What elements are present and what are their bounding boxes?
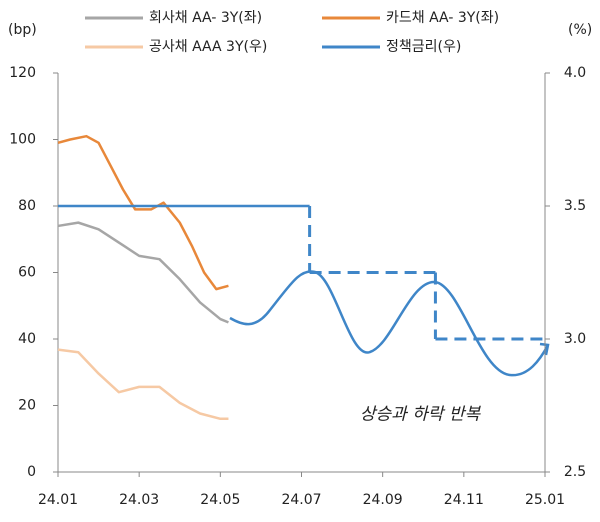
illustrative-wave	[229, 270, 550, 377]
legend-label: 카드채 AA- 3Y(좌)	[386, 10, 499, 26]
x-tick-label: 24.05	[200, 492, 240, 508]
y-tick-label: 20	[18, 398, 36, 414]
x-tick-label: 24.03	[119, 492, 159, 508]
x-tick-label: 24.01	[38, 492, 78, 508]
y2-tick-label: 2.5	[564, 464, 586, 480]
legend-label: 정책금리(우)	[386, 39, 461, 55]
x-tick-label: 24.09	[363, 492, 403, 508]
y2-tick-label: 3.0	[564, 331, 586, 347]
y2-tick-label: 3.5	[564, 198, 586, 214]
series-line	[57, 221, 229, 324]
y2-axis-label: (%)	[568, 22, 592, 38]
y-tick-label: 60	[18, 265, 36, 281]
y-tick-label: 100	[9, 132, 36, 148]
x-tick-label: 24.07	[281, 492, 321, 508]
x-tick-label: 25.01	[525, 492, 565, 508]
series-line	[57, 348, 229, 421]
x-tick-label: 24.11	[444, 492, 484, 508]
series-line	[57, 134, 229, 291]
legend-label: 공사채 AAA 3Y(우)	[149, 39, 267, 55]
annotation: 상승과 하락 반복	[360, 405, 482, 425]
y-axis-label: (bp)	[8, 22, 37, 38]
y-tick-label: 40	[18, 331, 36, 347]
wave-arrowhead	[539, 342, 550, 356]
y-tick-label: 80	[18, 198, 36, 214]
y-tick-label: 120	[9, 65, 36, 81]
y2-tick-label: 4.0	[564, 65, 586, 81]
y-tick-label: 0	[27, 464, 36, 480]
legend-label: 회사채 AA- 3Y(좌)	[149, 10, 262, 26]
